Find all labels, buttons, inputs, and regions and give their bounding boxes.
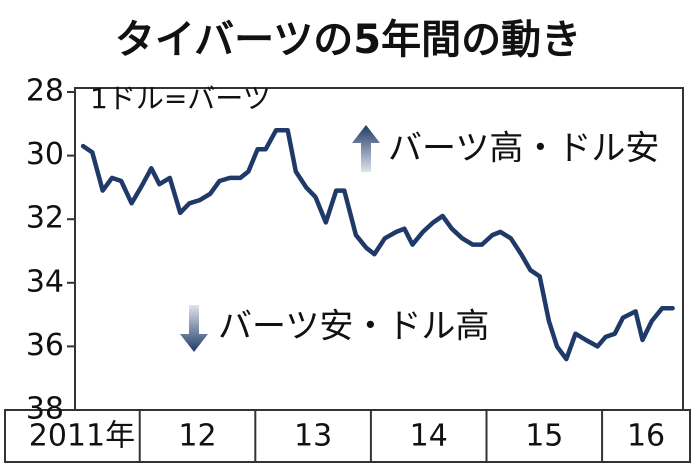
y-tick-label: 34 <box>26 264 64 299</box>
y-tick-label: 28 <box>26 74 64 109</box>
annotation: バーツ安・ドル高 <box>218 307 489 347</box>
x-tick-label: 2011年 <box>29 419 135 454</box>
x-band <box>4 409 691 463</box>
y-tick-label: 30 <box>26 137 64 172</box>
up-arrow <box>352 125 380 172</box>
x-tick-label: 14 <box>410 419 448 454</box>
y-tick-label: 32 <box>26 201 64 236</box>
unit-label: 1ドル=バーツ <box>90 82 271 115</box>
x-tick-label: 13 <box>294 419 332 454</box>
chart-title: タイバーツの5年間の動き <box>115 17 581 63</box>
annotation: バーツ高・ドル安 <box>388 129 659 169</box>
y-tick-label: 36 <box>26 328 64 363</box>
x-tick-label: 16 <box>627 419 665 454</box>
x-tick-label: 15 <box>525 419 563 454</box>
down-arrow <box>180 305 208 352</box>
data-line <box>80 127 675 362</box>
x-tick-label: 12 <box>178 419 216 454</box>
y-tick-label: 38 <box>26 392 64 427</box>
